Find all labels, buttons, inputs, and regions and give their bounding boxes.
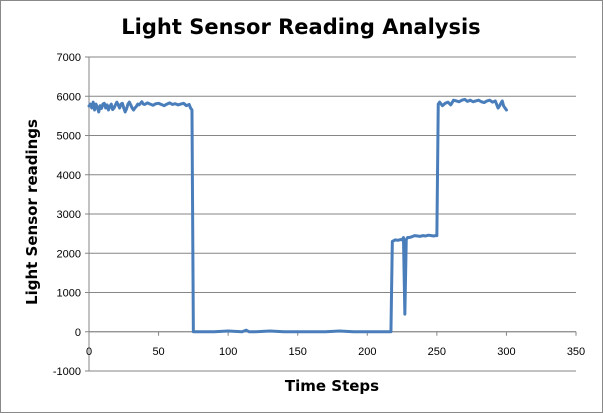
x-tick-labels: 0 50 100 150 200 250 300 350 [86,346,585,358]
x-tick-label-5: 250 [428,346,446,358]
x-tick-label-2: 100 [219,346,237,358]
x-tick-label-1: 50 [152,346,164,358]
x-tick-label-7: 350 [567,346,585,358]
y-tick-labels: -1000 0 1000 2000 3000 4000 5000 6000 7000 [53,52,81,378]
y-tick-label-8: 7000 [57,52,81,64]
y-tick-label-1: 0 [75,327,81,339]
series-line-0 [87,97,508,334]
y-tick-label-4: 3000 [57,209,81,221]
chart-title: Light Sensor Reading Analysis [121,15,480,39]
y-tick-label-6: 5000 [57,131,81,143]
x-tick-label-6: 300 [497,346,515,358]
y-tick-label-3: 2000 [57,248,81,260]
y-tick-label-7: 6000 [57,91,81,103]
y-axis-title: Light Sensor readings [23,119,41,305]
y-tick-label-2: 1000 [57,288,81,300]
y-tick-label-5: 4000 [57,170,81,182]
x-tick-label-3: 150 [289,346,307,358]
x-tick-label-4: 200 [358,346,376,358]
series-group [87,97,508,334]
x-tick-label-0: 0 [86,346,92,358]
y-tick-label-0: -1000 [53,366,81,378]
x-axis-title: Time Steps [285,377,379,395]
